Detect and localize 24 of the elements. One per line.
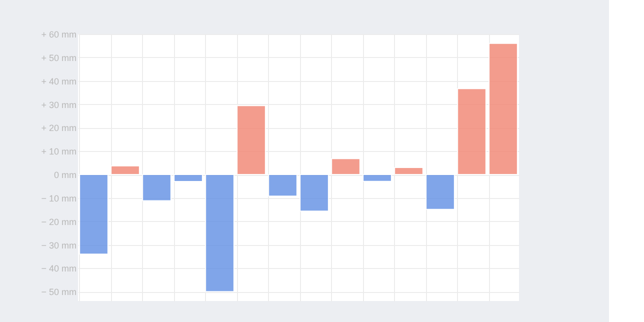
bar (362, 174, 392, 182)
y-tick-label: + 10 mm (41, 146, 76, 157)
y-tick-label: − 20 mm (41, 216, 76, 227)
bar (268, 174, 298, 197)
bar (174, 174, 203, 182)
y-tick-label: + 60 mm (41, 30, 76, 40)
y-tick-label: + 50 mm (41, 52, 76, 63)
bar (457, 88, 486, 176)
y-tick-label: − 10 mm (41, 193, 76, 204)
y-tick-label: + 30 mm (41, 100, 76, 110)
bar (205, 174, 234, 292)
y-tick-label: + 20 mm (41, 123, 76, 134)
bar (331, 158, 360, 176)
bar (394, 167, 424, 176)
bar (142, 174, 172, 202)
y-tick-label: + 40 mm (41, 76, 76, 86)
bar (300, 174, 329, 212)
y-tick-label: − 40 mm (41, 264, 76, 274)
y-tick-label: − 30 mm (41, 240, 76, 250)
y-tick-label: 0 mm (54, 170, 76, 180)
bar (426, 174, 455, 210)
bar (110, 165, 140, 176)
bar (236, 105, 266, 176)
y-tick-label: − 50 mm (41, 287, 76, 298)
